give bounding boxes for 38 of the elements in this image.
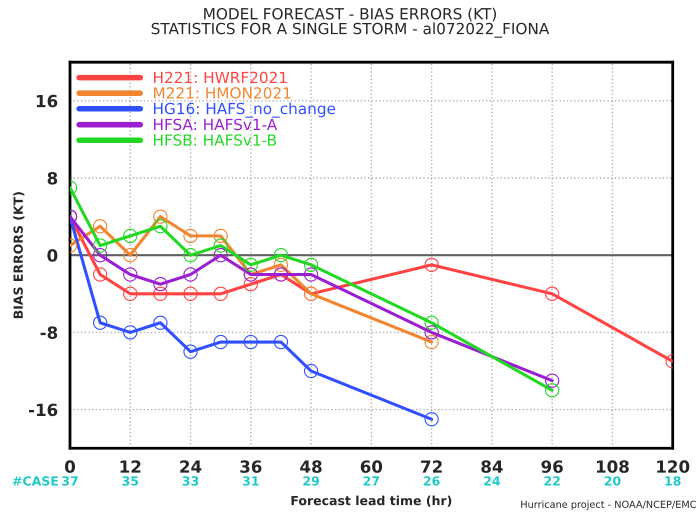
text: 31 (242, 476, 259, 486)
x-tick-label: 24 (180, 460, 202, 473)
y-tick-label: -16 (28, 404, 58, 416)
x-tick-label: 120 (657, 460, 690, 473)
text: 18 (665, 476, 681, 486)
chart-title: MODEL FORECAST - BIAS ERRORS (KT) (204, 8, 496, 22)
x-tick-label: 96 (541, 460, 563, 473)
x-tick-label: 48 (300, 460, 322, 473)
text: 24 (484, 476, 500, 486)
text: Hurricane project - NOAA/NCEP/EMC (521, 500, 696, 510)
text: 35 (122, 476, 138, 486)
text: 27 (364, 476, 380, 486)
legend-label: HG16: HAFS_no_change (154, 102, 336, 118)
legend-label: HFSA: HAFSv1-A (154, 118, 278, 130)
text: 26 (424, 476, 440, 486)
y-tick-label: -8 (40, 326, 58, 339)
legend-label: HFSB: HAFSv1-B (154, 134, 276, 146)
text: 29 (303, 476, 319, 486)
x-tick-label: 60 (360, 460, 382, 473)
y-tick-label: 8 (48, 172, 58, 185)
text: 37 (62, 476, 78, 486)
text: 33 (182, 476, 198, 486)
x-tick-label: 84 (481, 460, 503, 473)
text: 20 (604, 476, 621, 486)
y-axis-title: BIAS ERRORS (KT) (13, 192, 24, 318)
legend-label: H221: HWRF2021 (154, 72, 287, 84)
y-tick-label: 16 (36, 94, 58, 108)
x-tick-label: 0 (65, 460, 75, 473)
chart-subtitle: STATISTICS FOR A SINGLE STORM - al072022_FIONA (152, 22, 550, 38)
text: #CASE (12, 476, 58, 486)
legend-label: M221: HMON2021 (154, 87, 290, 99)
x-tick-label: 108 (596, 460, 629, 473)
y-tick-label: 0 (47, 249, 58, 262)
text: 22 (544, 476, 560, 486)
x-tick-label: 72 (421, 460, 442, 473)
x-tick-label: 36 (240, 460, 262, 473)
x-axis-title: Forecast lead time (hr) (292, 496, 452, 507)
x-tick-label: 12 (120, 460, 140, 473)
